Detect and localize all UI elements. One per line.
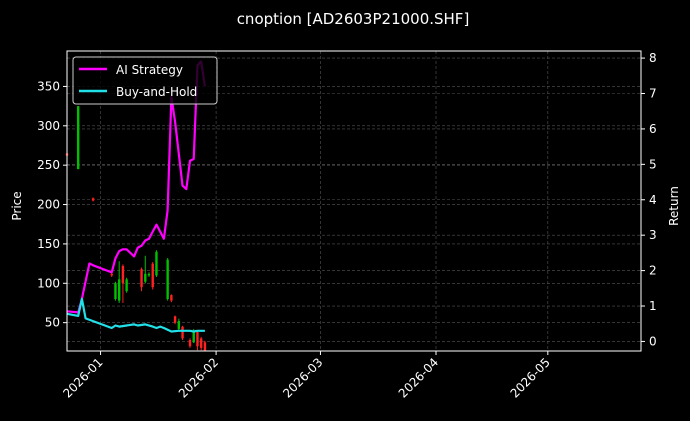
- candle-body: [110, 273, 113, 276]
- return-lines: [66, 60, 206, 333]
- y-tick-label-right: 3: [649, 228, 657, 242]
- candle-body: [140, 269, 143, 288]
- candle-body: [170, 295, 173, 301]
- candle-body: [117, 279, 121, 301]
- candle-body: [147, 273, 151, 276]
- y-tick-label-left: 100: [37, 276, 60, 290]
- legend-label-buy-and-hold: Buy-and-Hold: [116, 85, 197, 99]
- candle-body: [91, 198, 95, 201]
- ai-strategy-line: [66, 60, 206, 314]
- candle-body: [151, 263, 154, 288]
- candle-body: [173, 316, 177, 323]
- plot-frame: [66, 50, 642, 352]
- y-tick-label-left: 50: [45, 316, 60, 330]
- y-tick-label-left: 150: [37, 237, 60, 251]
- legend: AI Strategy Buy-and-Hold: [72, 56, 218, 105]
- candle-body: [144, 273, 147, 282]
- y-tick-label-right: 7: [649, 87, 657, 101]
- y-axis-right-label: Return: [667, 186, 681, 226]
- candle-body: [188, 339, 192, 347]
- y-tick-label-left: 300: [37, 119, 60, 133]
- candle-body: [203, 342, 207, 351]
- y-tick-label-right: 6: [649, 122, 657, 136]
- candle-body: [125, 279, 128, 292]
- y-tick-label-right: 4: [649, 193, 657, 207]
- chart-title: cnoption [AD2603P21000.SHF]: [237, 10, 470, 28]
- y-tick-label-right: 2: [649, 264, 657, 278]
- candle-body: [114, 283, 117, 300]
- y-tick-label-right: 5: [649, 157, 657, 171]
- y-tick-label-right: 8: [649, 51, 657, 65]
- candle-body: [155, 251, 158, 276]
- candle-body: [166, 259, 169, 300]
- y-tick-label-right: 1: [649, 299, 657, 313]
- candle-body: [192, 330, 195, 343]
- y-tick-label-left: 250: [37, 158, 60, 172]
- y-tick-label-right: 0: [649, 334, 657, 348]
- buy-and-hold-line: [66, 297, 205, 333]
- candle-body: [121, 265, 125, 284]
- y-tick-label-left: 350: [37, 79, 60, 93]
- candle-body: [76, 106, 80, 170]
- candlesticks: [65, 106, 207, 351]
- candle-body: [177, 321, 181, 329]
- y-tick-label-left: 200: [37, 198, 60, 212]
- candle-body: [181, 326, 184, 339]
- candle-body: [199, 338, 203, 348]
- candle-body: [196, 332, 199, 347]
- legend-box: [72, 56, 218, 105]
- y-axis-left-label: Price: [10, 191, 24, 220]
- legend-label-ai-strategy: AI Strategy: [116, 63, 183, 77]
